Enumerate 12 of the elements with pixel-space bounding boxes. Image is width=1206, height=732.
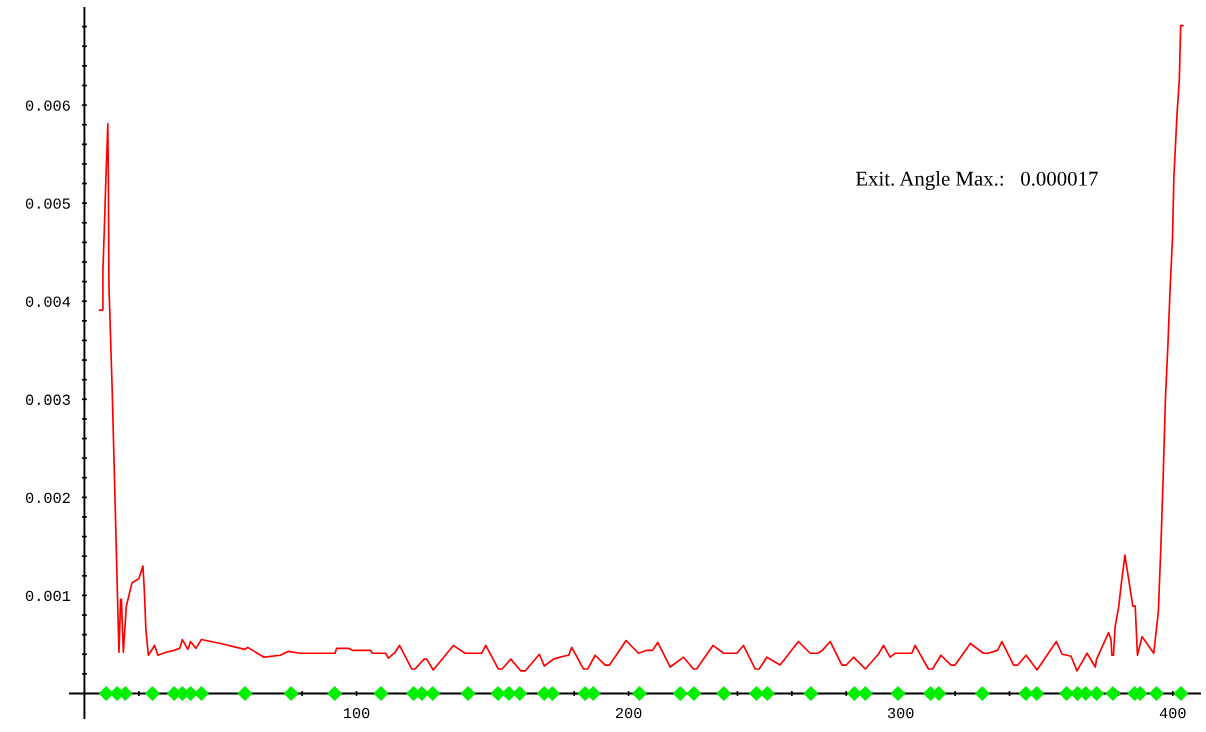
y-tick-label: 0.003 xyxy=(25,394,70,405)
annotation: Exit. Angle Max.: 0.000017 xyxy=(855,171,1098,190)
x-tick-label: 300 xyxy=(887,707,914,719)
y-tick-label: 0.001 xyxy=(25,590,71,602)
y-tick-label: 0.006 xyxy=(25,100,70,111)
y-tick-label: 0.004 xyxy=(25,296,71,307)
y-tick-label: 0.005 xyxy=(25,198,70,209)
x-tick-label: 100 xyxy=(343,707,370,719)
x-tick-label: 200 xyxy=(615,707,642,719)
x-tick-label: 400 xyxy=(1159,707,1186,719)
y-tick-label: 0.002 xyxy=(25,492,70,504)
line-series xyxy=(98,24,1184,672)
